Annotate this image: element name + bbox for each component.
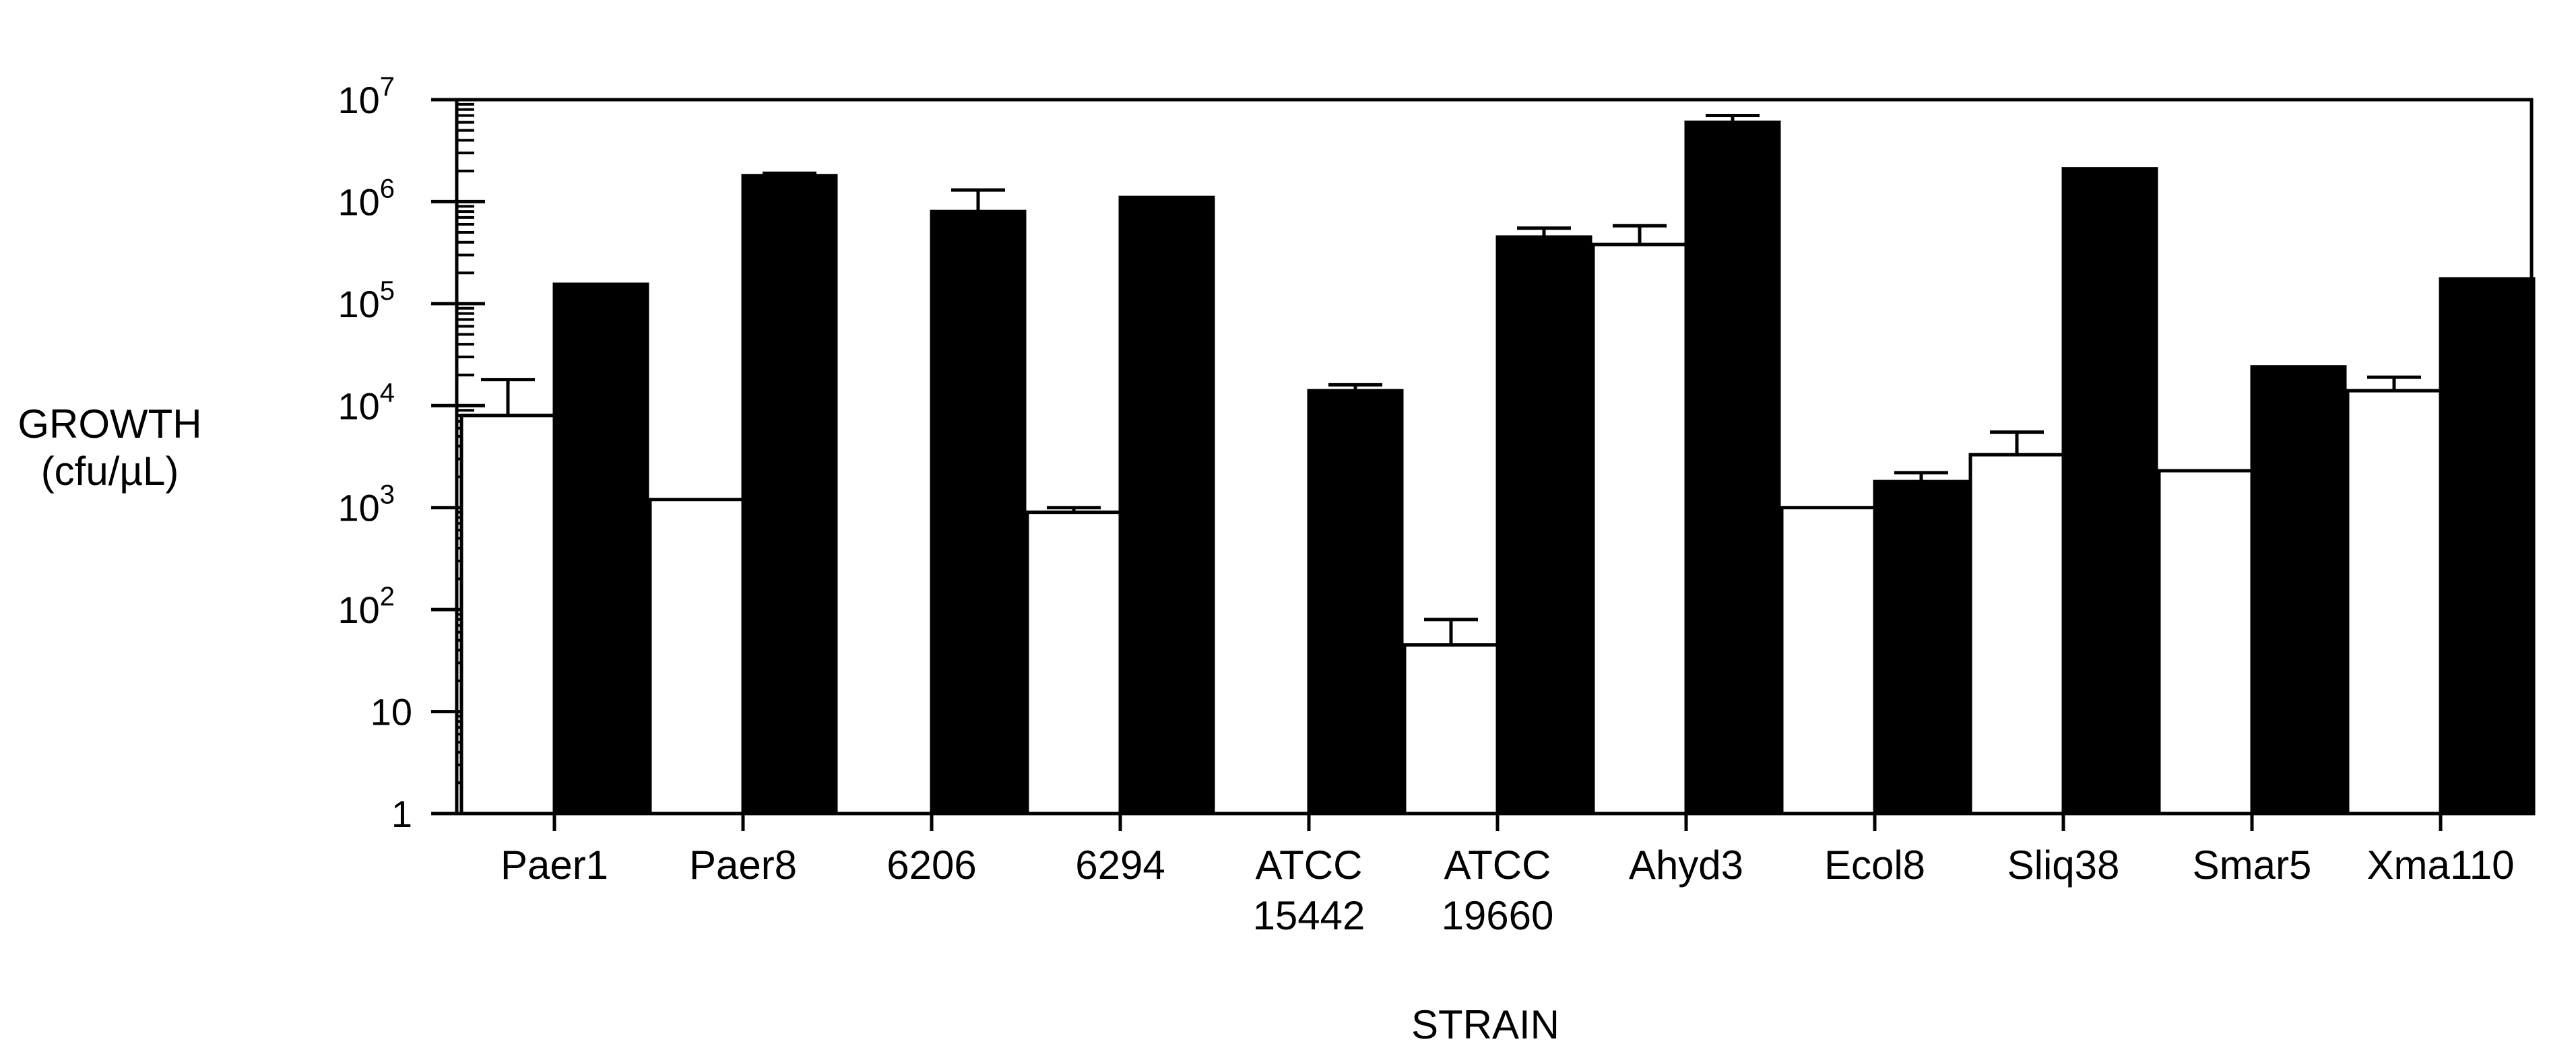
bar	[650, 500, 743, 814]
bar	[461, 416, 554, 814]
bar	[743, 176, 836, 814]
y-tick-label: 103	[337, 480, 395, 529]
x-tick-label: 15442	[1253, 893, 1365, 938]
y-tick-label: 106	[337, 174, 395, 223]
x-tick-label: Smar5	[2193, 843, 2312, 888]
y-tick-label: 107	[337, 72, 395, 121]
bar	[1686, 123, 1779, 814]
y-tick-label: 10	[371, 691, 412, 733]
bar	[1593, 244, 1686, 814]
bar	[1782, 508, 1875, 814]
x-tick-label: 6206	[887, 843, 976, 888]
y-axis-title-line2: (cfu/µL)	[41, 449, 179, 494]
bar	[2348, 391, 2441, 814]
bar	[554, 284, 647, 814]
bar	[1498, 237, 1590, 814]
x-tick-label: 6294	[1075, 843, 1165, 888]
bars	[461, 115, 2534, 814]
y-axis-title-line1: GROWTH	[18, 401, 201, 447]
x-tick-label: Paer8	[689, 843, 797, 888]
bar	[2159, 471, 2252, 814]
bar	[1405, 645, 1498, 814]
bar	[932, 211, 1025, 814]
bar	[1970, 455, 2063, 814]
x-tick-label: Ecol8	[1824, 843, 1925, 888]
y-axis-title: GROWTH (cfu/µL)	[18, 401, 201, 494]
bar	[1027, 513, 1120, 814]
x-axis: Paer1 Paer8 6206 6294 ATCC 15442 ATCC 19660 Ahyd…	[501, 814, 2515, 938]
y-tick-label: 105	[337, 276, 395, 325]
x-tick-label: Ahyd3	[1629, 843, 1743, 888]
bar	[2063, 169, 2156, 814]
y-tick-label: 104	[337, 378, 395, 427]
x-tick-label: Xma110	[2366, 843, 2514, 888]
x-tick-label: Paer1	[501, 843, 608, 888]
bar	[1120, 197, 1213, 814]
x-tick-label: ATCC	[1256, 843, 1363, 888]
y-tick-label: 102	[337, 582, 395, 631]
x-tick-label: 19660	[1442, 893, 1554, 938]
bar	[1309, 391, 1402, 814]
x-tick-label: Sliq38	[2007, 843, 2120, 888]
x-tick-label: ATCC	[1444, 843, 1551, 888]
bar	[2252, 367, 2345, 814]
bar	[1875, 482, 1968, 814]
y-tick-label: 1	[391, 793, 412, 835]
x-axis-title: STRAIN	[1411, 1002, 1559, 1047]
bar	[2441, 279, 2534, 814]
